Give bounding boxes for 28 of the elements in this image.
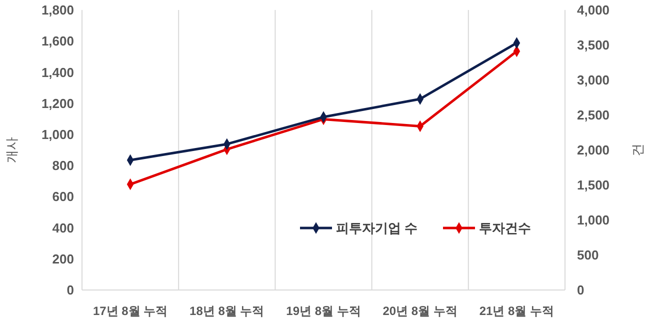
y2-tick-label: 0	[577, 282, 584, 298]
y-tick-label: 1,600	[41, 34, 74, 49]
x-tick-label: 18년 8월 누적	[190, 304, 264, 318]
y2-tick-label: 2,000	[577, 142, 610, 158]
y2-tick-label: 500	[577, 248, 599, 263]
y-tick-label: 800	[52, 158, 74, 174]
y2-tick-label: 1,000	[577, 212, 610, 228]
legend-label: 피투자기업 수	[336, 220, 418, 236]
y2-tick-label: 4,000	[577, 2, 610, 18]
y-tick-label: 200	[52, 251, 74, 266]
x-tick-label: 19년 8월 누적	[286, 304, 361, 318]
y2-tick-label: 3,500	[577, 38, 610, 53]
y2-tick-label: 1,500	[577, 178, 610, 193]
legend-label: 투자건수	[479, 220, 531, 236]
y-axis-title: 개사	[4, 137, 19, 163]
y-tick-label: 1,800	[41, 2, 74, 18]
x-tick-label: 21년 8월 누적	[479, 304, 554, 318]
y-tick-label: 600	[52, 189, 74, 204]
x-tick-label: 17년 8월 누적	[92, 304, 168, 318]
y-tick-label: 0	[66, 282, 74, 298]
y-tick-label: 400	[52, 220, 74, 236]
y-tick-label: 1,200	[41, 96, 74, 111]
y-tick-label: 1,400	[41, 64, 74, 80]
y2-tick-label: 2,500	[577, 108, 610, 123]
y2-tick-label: 3,000	[577, 72, 610, 88]
y2-axis-title: 건	[630, 144, 645, 156]
y-tick-label: 1,000	[41, 126, 74, 142]
x-tick-label: 20년 8월 누적	[382, 304, 458, 318]
